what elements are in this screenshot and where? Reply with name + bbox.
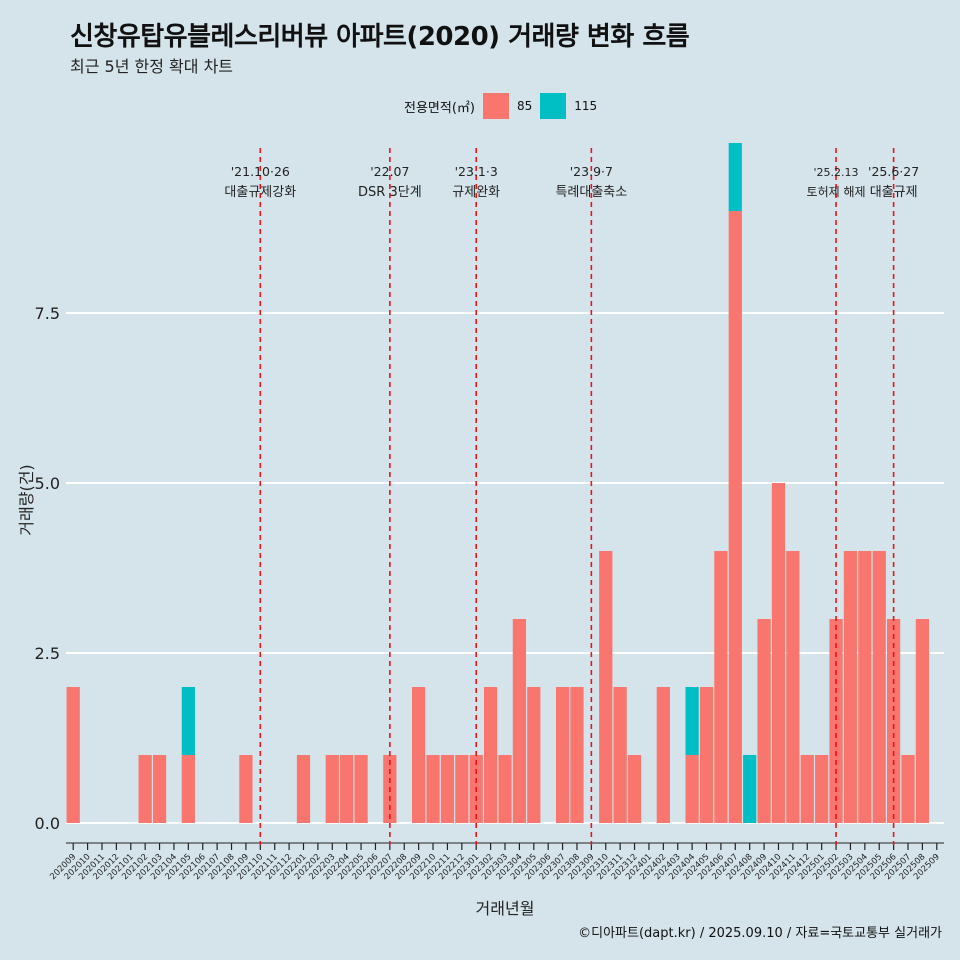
y-tick-label: 2.5: [35, 644, 60, 663]
bar-115-202404: [685, 687, 699, 755]
bar-85-202103: [152, 755, 167, 823]
y-tick-label: 0.0: [35, 814, 60, 833]
annotation-label: 규제완화: [452, 185, 500, 200]
bar-85-202503: [843, 551, 858, 823]
y-axis-title: 거래량(건): [17, 464, 36, 535]
bar-85-202507: [901, 755, 915, 823]
bar-85-202210: [426, 755, 440, 823]
annotation-date: '23.1·3: [455, 164, 498, 179]
bar-85-202205: [354, 755, 368, 823]
bar-85-202411: [786, 551, 800, 823]
source-caption: ©디아파트(dapt.kr) / 2025.09.10 / 자료=국토교통부 실…: [578, 926, 942, 941]
annotation-date: '25.2.13: [814, 166, 859, 179]
bar-85-202308: [570, 687, 584, 823]
bar-85-202203: [325, 755, 339, 823]
chart-title: 신창유탑유블레스리버뷰 아파트(2020) 거래량 변화 흐름: [70, 22, 690, 52]
bar-85-202501: [815, 755, 829, 823]
legend-swatch-85: [482, 93, 509, 119]
bar-85-202405: [699, 687, 714, 823]
legend-swatch-115: [540, 93, 567, 119]
legend: 전용면적(㎡) 85 115: [404, 92, 605, 120]
bar-115-202105: [181, 687, 195, 755]
bar-85-202504: [858, 551, 872, 823]
bar-85-202009: [66, 687, 80, 823]
legend-item-115: 115: [540, 93, 597, 119]
bar-85-202410: [771, 483, 786, 823]
bar-85-202311: [613, 687, 627, 823]
bar-85-202211: [440, 755, 455, 823]
bar-85-202212: [455, 755, 469, 823]
bar-85-202409: [757, 619, 771, 823]
annotation-date: '22.07: [370, 164, 409, 179]
bar-85-202209: [412, 687, 426, 823]
y-tick-label: 7.5: [35, 304, 60, 323]
y-tick-label: 5.0: [35, 474, 60, 493]
bar-85-202105: [181, 755, 195, 823]
bar-85-202204: [340, 755, 354, 823]
annotation-date: '23.9·7: [570, 164, 613, 179]
bar-85-202404: [685, 755, 699, 823]
bar-85-202502: [829, 619, 843, 823]
legend-title: 전용면적(㎡): [404, 100, 475, 116]
bar-85-202304: [512, 619, 527, 823]
annotation-label: 특례대출축소: [555, 185, 627, 200]
legend-label-85: 85: [516, 99, 533, 113]
legend-item-85: 85: [482, 93, 533, 119]
annotation-label: 대출규제강화: [224, 185, 296, 200]
bar-85-202102: [138, 755, 152, 823]
annotation-label: DSR 3단계: [358, 185, 422, 200]
bar-115-202407: [728, 143, 742, 211]
bar-85-202407: [728, 211, 742, 823]
annotation-date: '21.10·26: [231, 164, 290, 179]
bar-85-202303: [498, 755, 512, 823]
bar-85-202201: [296, 755, 311, 823]
bar-115-202408: [743, 755, 757, 823]
annotation-label: 토허제 해제: [807, 185, 866, 199]
bar-85-202307: [555, 687, 570, 823]
bar-85-202310: [599, 551, 613, 823]
bar-85-202312: [627, 755, 642, 823]
annotation-label: 대출규제: [870, 185, 918, 200]
chart-subtitle: 최근 5년 한정 확대 차트: [70, 57, 234, 76]
bar-85-202412: [800, 755, 814, 823]
bar-85-202506: [887, 619, 901, 823]
bar-85-202302: [483, 687, 498, 823]
bar-85-202305: [527, 687, 541, 823]
x-axis-title: 거래년월: [476, 899, 535, 918]
bar-85-202406: [714, 551, 728, 823]
bar-85-202508: [915, 619, 930, 823]
bar-85-202505: [872, 551, 886, 823]
bar-85-202402: [656, 687, 670, 823]
bar-85-202109: [239, 755, 253, 823]
legend-label-115: 115: [574, 99, 598, 113]
annotation-date: '25.6·27: [868, 164, 919, 179]
